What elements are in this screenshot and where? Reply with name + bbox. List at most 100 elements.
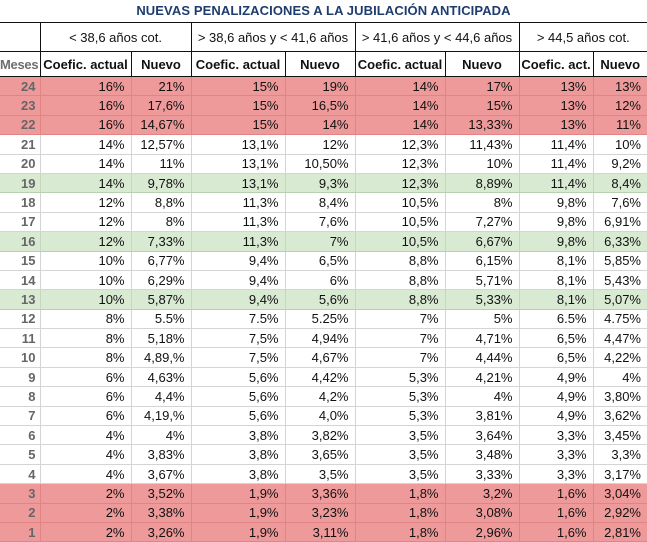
value-cell-g2-actual: 3,8% — [190, 425, 285, 446]
value-cell-g3-nuevo: 3,48% — [444, 444, 519, 465]
value-cell-g2-nuevo: 3,36% — [284, 483, 355, 504]
value-cell-g2-actual: 15% — [190, 115, 285, 136]
value-cell-g3-nuevo: 17% — [444, 76, 519, 97]
value-cell-g2-actual: 13,1% — [190, 154, 285, 174]
value-cell-g3-nuevo: 13,33% — [444, 115, 519, 136]
month-cell: 14 — [0, 270, 40, 291]
value-cell-g2-nuevo: 12% — [284, 134, 355, 155]
value-cell-g1-nuevo: 8,8% — [130, 192, 191, 213]
column-header-g3-actual: Coefic. actual — [354, 51, 445, 77]
value-cell-g2-actual: 11,3% — [190, 212, 285, 233]
value-cell-g3-actual: 8,8% — [354, 251, 445, 271]
month-cell: 15 — [0, 251, 40, 271]
value-cell-g2-actual: 9,4% — [190, 289, 285, 310]
value-cell-g2-nuevo: 4,67% — [284, 347, 355, 368]
column-header-meses: Meses — [0, 51, 40, 77]
value-cell-g4-actual: 9,8% — [518, 212, 593, 233]
value-cell-g3-actual: 10,5% — [354, 192, 445, 213]
month-cell: 21 — [0, 134, 40, 155]
value-cell-g3-actual: 12,3% — [354, 154, 445, 174]
value-cell-g1-actual: 14% — [39, 154, 131, 174]
value-cell-g4-nuevo: 6,91% — [592, 212, 647, 233]
value-cell-g4-nuevo: 2,92% — [592, 503, 647, 523]
value-cell-g3-nuevo: 5% — [444, 309, 519, 330]
table-row: 3 2% 3,52% 1,9% 3,36% 1,8% 3,2% 1,6% 3,04% — [0, 483, 647, 504]
value-cell-g3-nuevo: 3,64% — [444, 425, 519, 446]
value-cell-g2-nuevo: 3,65% — [284, 444, 355, 465]
month-cell: 18 — [0, 192, 40, 213]
value-cell-g2-actual: 11,3% — [190, 231, 285, 252]
month-cell: 1 — [0, 522, 40, 542]
value-cell-g4-nuevo: 3,17% — [592, 464, 647, 485]
table-row: 23 16% 17,6% 15% 16,5% 14% 15% 13% 12% — [0, 95, 647, 116]
month-cell: 13 — [0, 289, 40, 310]
value-cell-g4-nuevo: 3,45% — [592, 425, 647, 446]
column-header-row: Meses Coefic. actual Nuevo Coefic. actua… — [0, 51, 647, 77]
value-cell-g3-actual: 7% — [354, 309, 445, 330]
value-cell-g2-nuevo: 3,5% — [284, 464, 355, 485]
column-header-g1-nuevo: Nuevo — [130, 51, 191, 77]
table-row: 22 16% 14,67% 15% 14% 14% 13,33% 13% 11% — [0, 115, 647, 136]
value-cell-g4-nuevo: 6,33% — [592, 231, 647, 252]
value-cell-g1-nuevo: 4% — [130, 425, 191, 446]
value-cell-g4-actual: 1,6% — [518, 522, 593, 542]
value-cell-g2-nuevo: 9,3% — [284, 173, 355, 194]
value-cell-g4-actual: 13% — [518, 95, 593, 116]
value-cell-g4-actual: 3,3% — [518, 444, 593, 465]
table-row: 2 2% 3,38% 1,9% 3,23% 1,8% 3,08% 1,6% 2,92% — [0, 503, 647, 523]
value-cell-g2-nuevo: 3,82% — [284, 425, 355, 446]
month-cell: 6 — [0, 425, 40, 446]
value-cell-g1-actual: 2% — [39, 522, 131, 542]
value-cell-g3-actual: 14% — [354, 76, 445, 97]
value-cell-g2-nuevo: 16,5% — [284, 95, 355, 116]
group-header-row: < 38,6 años cot. > 38,6 años y < 41,6 añ… — [0, 22, 647, 52]
value-cell-g3-actual: 10,5% — [354, 212, 445, 233]
value-cell-g2-actual: 3,8% — [190, 464, 285, 485]
value-cell-g2-nuevo: 14% — [284, 115, 355, 136]
value-cell-g4-actual: 3,3% — [518, 425, 593, 446]
value-cell-g2-actual: 1,9% — [190, 483, 285, 504]
value-cell-g3-nuevo: 8% — [444, 192, 519, 213]
table-row: 15 10% 6,77% 9,4% 6,5% 8,8% 6,15% 8,1% 5,85% — [0, 251, 647, 271]
value-cell-g1-actual: 10% — [39, 270, 131, 291]
value-cell-g2-actual: 15% — [190, 76, 285, 97]
value-cell-g1-nuevo: 3,38% — [130, 503, 191, 523]
value-cell-g4-actual: 1,6% — [518, 503, 593, 523]
value-cell-g2-nuevo: 3,23% — [284, 503, 355, 523]
table-row: 20 14% 11% 13,1% 10,50% 12,3% 10% 11,4% 9,2% — [0, 154, 647, 174]
value-cell-g2-actual: 7,5% — [190, 347, 285, 368]
value-cell-g1-nuevo: 3,67% — [130, 464, 191, 485]
value-cell-g1-actual: 16% — [39, 76, 131, 97]
group-header-4: > 44,5 años cot. — [518, 22, 647, 52]
value-cell-g3-nuevo: 3,81% — [444, 406, 519, 427]
value-cell-g2-actual: 11,3% — [190, 192, 285, 213]
value-cell-g1-nuevo: 4,4% — [130, 386, 191, 407]
table-row: 21 14% 12,57% 13,1% 12% 12,3% 11,43% 11,4% 10% — [0, 134, 647, 155]
value-cell-g1-nuevo: 9,78% — [130, 173, 191, 194]
value-cell-g1-actual: 16% — [39, 95, 131, 116]
value-cell-g4-nuevo: 4% — [592, 367, 647, 388]
month-cell: 24 — [0, 76, 40, 97]
value-cell-g1-actual: 12% — [39, 231, 131, 252]
column-header-g2-actual: Coefic. actual — [190, 51, 285, 77]
column-header-g2-nuevo: Nuevo — [284, 51, 355, 77]
value-cell-g4-actual: 11,4% — [518, 173, 593, 194]
value-cell-g2-nuevo: 5.25% — [284, 309, 355, 330]
value-cell-g4-nuevo: 4,22% — [592, 347, 647, 368]
month-cell: 11 — [0, 328, 40, 349]
value-cell-g1-nuevo: 5,18% — [130, 328, 191, 349]
value-cell-g1-nuevo: 4,89,% — [130, 347, 191, 368]
value-cell-g2-actual: 13,1% — [190, 134, 285, 155]
value-cell-g4-actual: 9,8% — [518, 231, 593, 252]
value-cell-g3-nuevo: 15% — [444, 95, 519, 116]
value-cell-g2-nuevo: 7,6% — [284, 212, 355, 233]
value-cell-g1-actual: 14% — [39, 134, 131, 155]
value-cell-g1-actual: 6% — [39, 406, 131, 427]
value-cell-g1-actual: 2% — [39, 483, 131, 504]
value-cell-g2-nuevo: 4,42% — [284, 367, 355, 388]
table-row: 16 12% 7,33% 11,3% 7% 10,5% 6,67% 9,8% 6,33% — [0, 231, 647, 252]
value-cell-g1-nuevo: 5.5% — [130, 309, 191, 330]
month-cell: 4 — [0, 464, 40, 485]
value-cell-g2-actual: 5,6% — [190, 367, 285, 388]
value-cell-g3-actual: 3,5% — [354, 464, 445, 485]
